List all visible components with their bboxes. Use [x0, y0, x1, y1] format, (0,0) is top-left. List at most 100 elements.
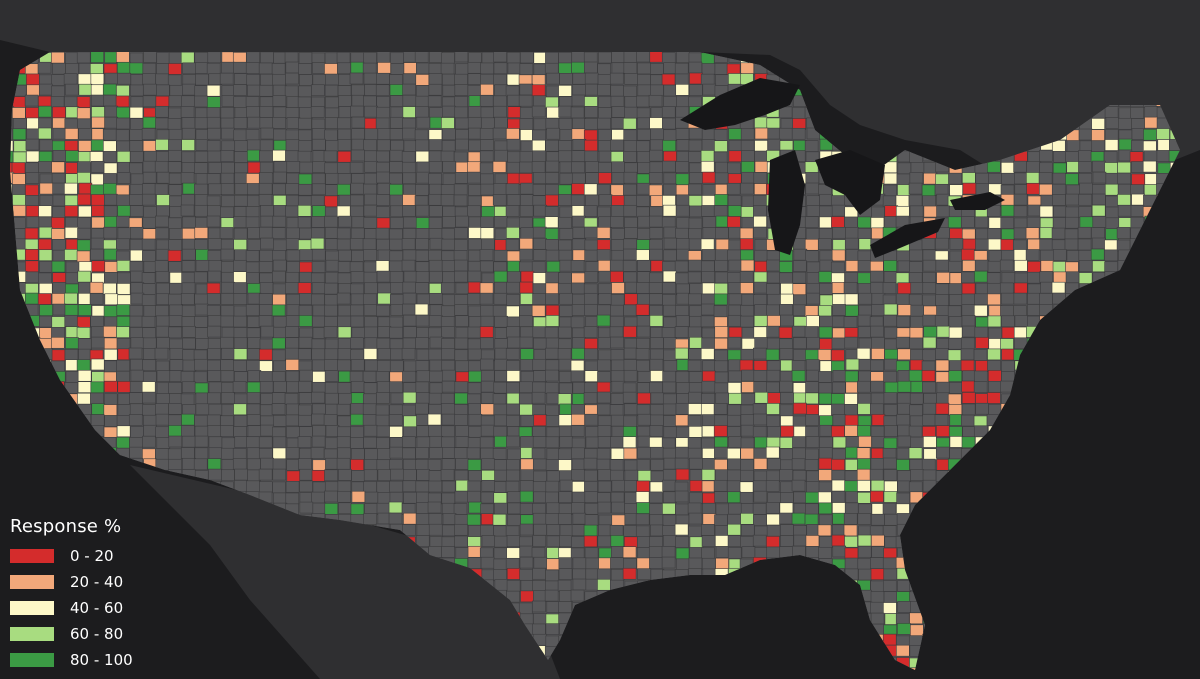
county: [338, 74, 352, 86]
county: [26, 216, 41, 229]
county: [363, 382, 378, 395]
county: [987, 160, 1001, 173]
county: [403, 491, 417, 504]
county: [221, 61, 235, 74]
county: [596, 568, 611, 581]
county: [650, 370, 664, 382]
county: [324, 348, 339, 361]
county: [857, 283, 872, 295]
county: [481, 205, 495, 218]
county: [559, 524, 574, 537]
county: [351, 250, 365, 262]
county: [325, 437, 339, 450]
county: [455, 138, 469, 151]
county: [376, 304, 390, 317]
county: [1065, 261, 1079, 274]
county: [493, 403, 508, 416]
county: [546, 601, 561, 613]
county: [403, 216, 417, 229]
county: [714, 382, 729, 395]
county: [584, 118, 598, 130]
county: [675, 402, 690, 415]
county: [273, 492, 287, 505]
county: [351, 327, 366, 339]
county: [493, 525, 507, 538]
county: [116, 84, 130, 97]
county: [533, 63, 548, 76]
county: [702, 282, 716, 295]
county: [427, 95, 442, 108]
county: [324, 282, 339, 295]
county: [376, 52, 391, 63]
county: [259, 106, 274, 118]
county: [51, 316, 66, 328]
county: [129, 446, 143, 459]
county: [869, 403, 884, 416]
county: [1027, 271, 1041, 284]
county: [271, 304, 286, 317]
county: [336, 227, 351, 240]
county: [246, 403, 261, 416]
county: [389, 172, 403, 185]
county: [519, 305, 533, 317]
county: [364, 448, 378, 461]
county: [129, 239, 144, 251]
county: [648, 184, 663, 197]
county: [142, 160, 157, 173]
county: [520, 359, 535, 371]
county: [533, 249, 548, 261]
county: [1027, 151, 1042, 164]
county: [182, 228, 196, 240]
county: [401, 238, 416, 250]
county: [793, 238, 807, 251]
county: [819, 216, 833, 229]
county: [689, 172, 703, 184]
county: [571, 282, 585, 295]
county: [389, 426, 403, 438]
county: [103, 173, 117, 185]
county: [493, 425, 508, 438]
county: [415, 513, 430, 525]
county: [896, 591, 910, 603]
county: [337, 261, 352, 273]
county: [545, 293, 559, 305]
county: [558, 140, 572, 152]
county: [610, 557, 624, 569]
county: [662, 447, 677, 460]
county: [221, 95, 236, 107]
county: [546, 502, 560, 515]
county: [572, 138, 587, 151]
county: [754, 116, 768, 129]
county: [779, 304, 793, 316]
county: [558, 62, 572, 75]
county: [662, 479, 676, 492]
county: [221, 437, 236, 450]
county: [442, 524, 456, 537]
county: [544, 206, 559, 218]
county: [545, 184, 559, 196]
county: [831, 282, 846, 294]
county: [350, 403, 365, 415]
county: [468, 525, 482, 537]
county: [843, 513, 858, 525]
county: [741, 171, 755, 184]
county: [818, 305, 832, 317]
county: [700, 403, 715, 415]
county: [583, 382, 598, 394]
county: [507, 271, 521, 283]
county: [338, 106, 353, 118]
county: [650, 404, 664, 416]
county: [1000, 338, 1014, 350]
county: [1131, 161, 1145, 173]
county: [988, 217, 1003, 229]
county: [390, 468, 404, 481]
county: [103, 404, 118, 416]
county: [623, 204, 638, 217]
county: [64, 349, 79, 361]
county: [90, 414, 105, 426]
county: [156, 437, 171, 449]
county: [910, 162, 925, 174]
county: [714, 349, 728, 362]
county: [520, 469, 535, 481]
county: [882, 282, 897, 294]
